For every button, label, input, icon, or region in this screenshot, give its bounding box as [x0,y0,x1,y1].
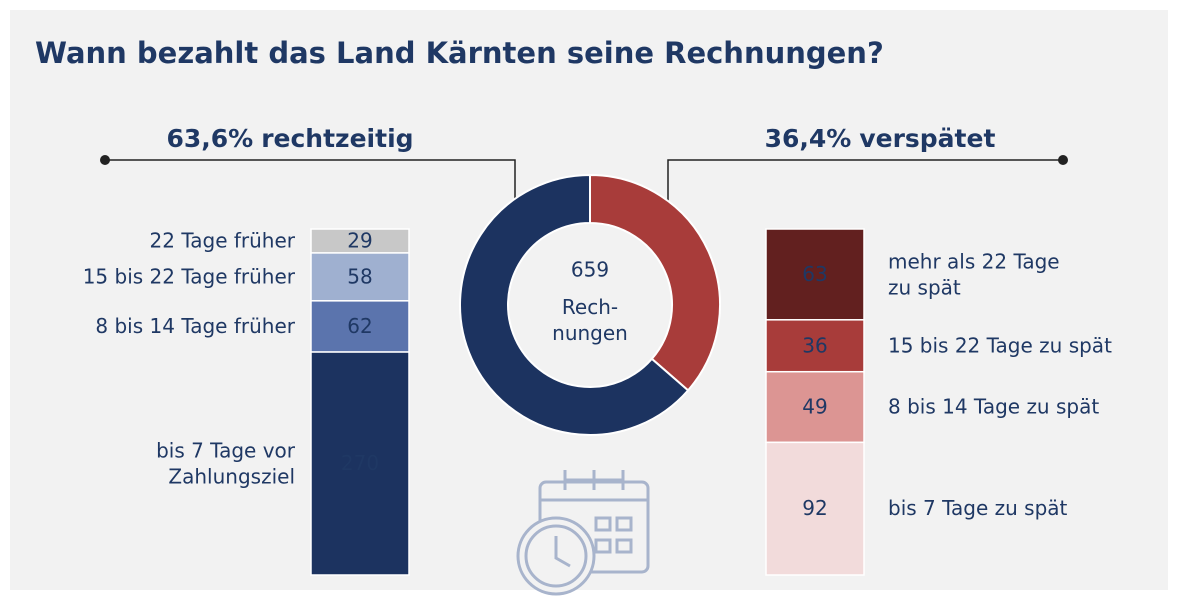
segment-label: bis 7 Tage zu spät [888,496,1068,520]
center-label: Rech-nungen [552,295,628,345]
bar-segment [765,228,865,321]
segment-label: 8 bis 14 Tage früher [95,314,295,338]
calendar-icon [516,470,650,596]
bar-segment [310,351,410,576]
segment-value: 62 [347,314,372,338]
share-label: 63,6% rechtzeitig [166,124,413,153]
donut-slice [459,173,690,436]
segment-value: 63 [802,262,827,286]
bar-segment [310,300,410,353]
center-value: 659 [571,258,609,282]
segment-label: 8 bis 14 Tage zu spät [888,395,1099,419]
share-value: 36,4% [765,124,852,153]
share-label: 36,4% verspätet [765,124,996,153]
segment-value: 92 [802,496,827,520]
segment-value: 270 [341,451,379,475]
segment-value: 29 [347,228,372,252]
donut-slice [589,173,721,392]
share-category: verspätet [859,124,995,153]
segment-value: 36 [802,333,827,357]
share-category: rechtzeitig [261,124,413,153]
title: Wann bezahlt das Land Kärnten seine Rech… [35,36,884,70]
segment-value: 58 [347,264,372,288]
segment-label: bis 7 Tage vor Zahlungsziel [156,438,296,488]
segment-value: 49 [802,395,827,419]
bar-segment [765,441,865,576]
dot [100,155,110,165]
panel [10,10,1168,590]
dot [1058,155,1068,165]
segment-label: 15 bis 22 Tage zu spät [888,333,1112,357]
segment-label: 15 bis 22 Tage früher [83,264,296,288]
callout-lines [105,159,1063,212]
segment-label: mehr als 22 Tage zu spät [888,249,1060,299]
segment-label: 22 Tage früher [150,228,296,252]
share-value: 63,6% [166,124,253,153]
